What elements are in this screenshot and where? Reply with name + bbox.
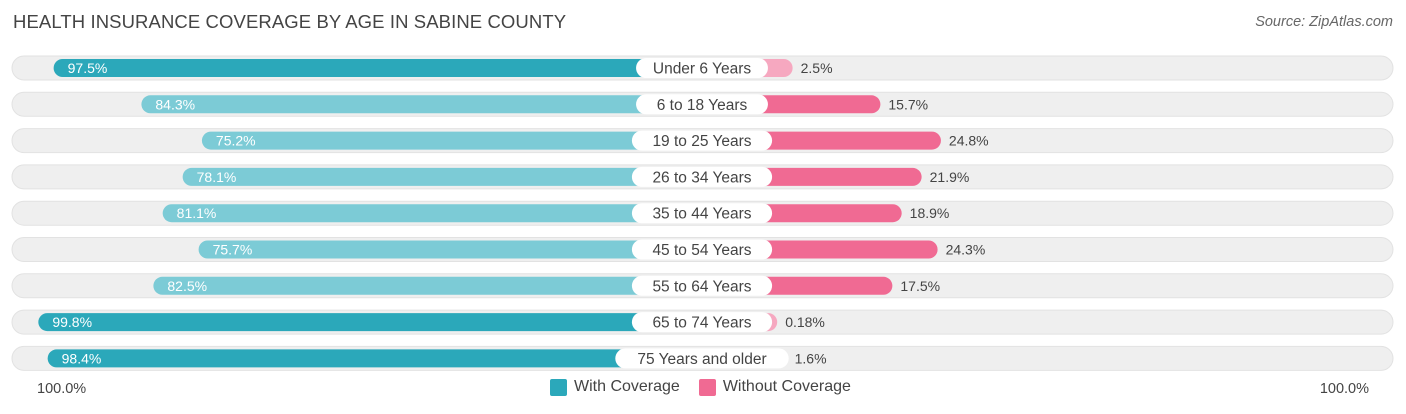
without-coverage-value: 15.7% <box>888 96 928 112</box>
category-pill <box>631 130 773 151</box>
axis-left-label: 100.0% <box>37 381 87 397</box>
category-label: Under 6 Years <box>653 61 751 78</box>
without-coverage-value: 24.3% <box>946 242 986 258</box>
legend-item-with-coverage: With Coverage <box>550 378 680 396</box>
with-coverage-bar <box>153 276 702 295</box>
category-label: 65 to 74 Years <box>652 315 751 332</box>
legend-label-without-coverage: Without Coverage <box>722 378 851 395</box>
with-coverage-value: 97.5% <box>68 60 108 76</box>
with-coverage-bar <box>201 131 703 150</box>
category-pill <box>631 203 773 224</box>
category-pill <box>631 239 773 260</box>
legend: With Coverage Without Coverage <box>550 378 870 396</box>
category-pill <box>631 312 773 333</box>
category-label: 75 Years and older <box>637 351 766 368</box>
with-coverage-bar <box>47 349 702 368</box>
with-coverage-bar <box>141 95 702 114</box>
chart-title: HEALTH INSURANCE COVERAGE BY AGE IN SABI… <box>13 11 567 32</box>
without-coverage-value: 0.18% <box>785 314 825 330</box>
with-coverage-value: 75.2% <box>216 133 256 149</box>
with-coverage-value: 75.7% <box>213 242 253 258</box>
with-coverage-value: 99.8% <box>52 314 92 330</box>
legend-item-without-coverage: Without Coverage <box>698 378 851 396</box>
with-coverage-value: 84.3% <box>155 96 195 112</box>
with-coverage-bar <box>162 204 702 223</box>
category-label: 26 to 34 Years <box>652 169 751 186</box>
without-coverage-value: 24.8% <box>949 133 989 149</box>
category-label: 6 to 18 Years <box>657 97 748 114</box>
legend-swatch-without-coverage <box>698 378 716 396</box>
category-label: 45 to 54 Years <box>652 242 751 259</box>
without-coverage-value: 18.9% <box>910 205 950 221</box>
without-coverage-value: 21.9% <box>930 169 970 185</box>
category-pill <box>631 275 773 296</box>
category-pill <box>631 166 773 187</box>
without-coverage-value: 17.5% <box>900 278 940 294</box>
without-coverage-value: 2.5% <box>801 60 833 76</box>
without-coverage-value: 1.6% <box>795 350 827 366</box>
category-pill <box>615 348 789 369</box>
category-label: 35 to 44 Years <box>652 206 751 223</box>
with-coverage-bar <box>38 313 702 332</box>
with-coverage-value: 78.1% <box>197 169 237 185</box>
legend-label-with-coverage: With Coverage <box>574 378 680 395</box>
with-coverage-bar <box>198 240 702 259</box>
with-coverage-value: 81.1% <box>177 205 217 221</box>
source-label: Source: ZipAtlas.com <box>1255 14 1393 30</box>
with-coverage-value: 98.4% <box>62 350 102 366</box>
with-coverage-bar <box>53 59 702 77</box>
category-pill <box>636 58 768 78</box>
with-coverage-value: 82.5% <box>167 278 207 294</box>
category-label: 19 to 25 Years <box>652 133 751 150</box>
legend-swatch-with-coverage <box>550 378 567 396</box>
category-pill <box>636 94 768 115</box>
with-coverage-bar <box>182 167 702 186</box>
axis-right-label: 100.0% <box>1319 381 1369 397</box>
category-label: 55 to 64 Years <box>652 278 751 295</box>
